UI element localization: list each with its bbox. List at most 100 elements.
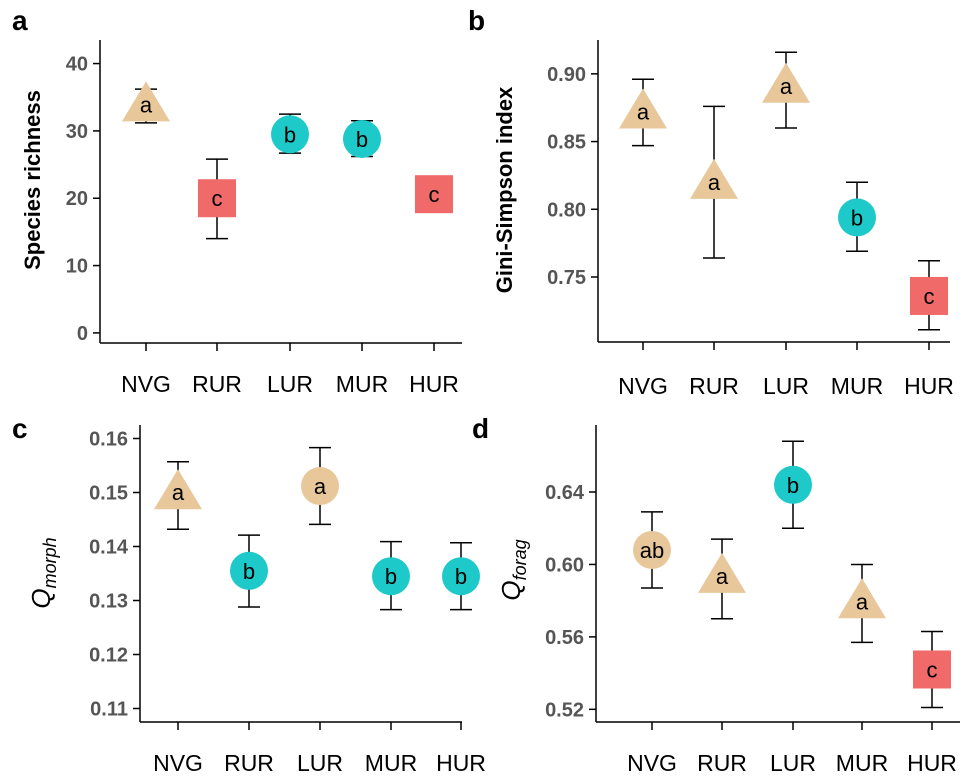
significance-letter: b <box>243 559 255 584</box>
circle-marker <box>372 557 410 596</box>
x-tick-label: LUR <box>770 750 816 776</box>
panel-letter-a: a <box>12 5 28 36</box>
data-point-lur: a <box>762 51 810 129</box>
data-point-nvg: a <box>619 78 667 147</box>
x-tick-label: LUR <box>267 371 313 397</box>
y-tick-label: 0.12 <box>89 645 128 667</box>
y-axis-label: Species richness <box>20 90 45 270</box>
triangle-marker <box>154 469 202 510</box>
data-point-nvg: a <box>122 81 170 124</box>
y-axis-label: Qmorph <box>26 537 60 608</box>
significance-letter: b <box>851 205 863 230</box>
x-tick-label: MUR <box>336 371 388 397</box>
circle-marker <box>343 119 381 158</box>
data-point-rur: c <box>198 158 236 240</box>
y-tick-label: 40 <box>66 54 88 76</box>
x-tick-label: HUR <box>904 373 954 399</box>
y-tick-label: 0.56 <box>545 627 584 649</box>
y-tick-label: 0.15 <box>89 483 128 505</box>
data-point-lur: b <box>774 440 812 529</box>
significance-letter: a <box>314 474 327 499</box>
significance-letter: c <box>429 182 440 207</box>
panel-letter-c: c <box>12 413 28 444</box>
y-tick-label: 0.85 <box>547 132 586 154</box>
significance-letter: c <box>927 657 938 682</box>
significance-letter: a <box>140 92 153 117</box>
data-point-rur: a <box>690 105 738 259</box>
data-point-lur: b <box>271 113 309 154</box>
y-tick-label: 0.60 <box>545 554 584 576</box>
panel-letter-d: d <box>472 413 489 444</box>
x-tick-label: MUR <box>365 750 417 776</box>
significance-letter: a <box>637 99 650 124</box>
significance-letter: b <box>455 564 467 589</box>
x-tick-label: HUR <box>436 750 486 776</box>
square-marker <box>910 276 948 315</box>
circle-marker <box>774 465 812 504</box>
panel-a: 0 10 20 30 40 NVG RUR LUR MUR HUR Species richness… <box>20 40 462 397</box>
significance-letter: ab <box>640 538 664 563</box>
data-point-lur: a <box>301 446 339 526</box>
x-tick-label: RUR <box>689 373 739 399</box>
triangle-marker <box>762 62 810 103</box>
data-point-hur: c <box>910 259 948 331</box>
x-tick-label: RUR <box>697 750 747 776</box>
circle-marker <box>838 198 876 237</box>
significance-letter: c <box>924 284 935 309</box>
data-point-rur: b <box>230 534 268 608</box>
y-tick-label: 0.11 <box>90 699 128 721</box>
y-tick-label: 0.16 <box>89 429 128 451</box>
significance-letter: b <box>787 473 799 498</box>
y-tick-label: 0.80 <box>547 199 586 221</box>
y-axis-label-subscript: forag <box>510 539 530 580</box>
y-tick-label: 0.52 <box>545 699 584 721</box>
significance-letter: b <box>356 127 368 152</box>
significance-letter: a <box>172 480 185 505</box>
x-tick-label: NVG <box>627 750 677 776</box>
data-point-nvg: a <box>154 460 202 530</box>
y-tick-label: 30 <box>66 121 88 143</box>
data-point-mur: a <box>838 563 886 644</box>
x-tick-label: LUR <box>297 750 343 776</box>
x-tick-label: NVG <box>618 373 668 399</box>
data-point-mur: b <box>343 119 381 158</box>
data-point-rur: a <box>698 538 746 620</box>
circle-marker <box>230 551 268 590</box>
significance-letter: c <box>212 186 223 211</box>
y-tick-label: 0.64 <box>545 482 585 504</box>
x-tick-label: NVG <box>121 371 171 397</box>
x-tick-label: RUR <box>224 750 274 776</box>
circle-marker <box>442 557 480 596</box>
y-tick-label: 10 <box>66 256 88 278</box>
y-tick-label: 0.13 <box>89 591 128 613</box>
square-marker <box>913 650 951 689</box>
y-tick-label: 0.14 <box>89 537 129 559</box>
x-tick-label: MUR <box>836 750 888 776</box>
x-tick-label: HUR <box>409 371 459 397</box>
triangle-marker <box>619 88 667 129</box>
significance-letter: a <box>780 74 793 99</box>
panel-b: 0.75 0.80 0.85 0.90 NVG RUR LUR MUR HUR Gini-Simp… <box>492 40 954 399</box>
x-tick-label: LUR <box>763 373 809 399</box>
y-tick-label: 0 <box>77 323 88 345</box>
significance-letter: a <box>708 170 721 195</box>
circle-marker <box>301 467 339 506</box>
y-tick-label: 20 <box>66 188 88 210</box>
x-tick-label: NVG <box>153 750 203 776</box>
y-tick-label: 0.75 <box>547 267 586 289</box>
data-point-hur: b <box>442 541 480 611</box>
data-point-mur: b <box>372 540 410 611</box>
significance-letter: b <box>284 122 296 147</box>
x-tick-label: MUR <box>831 373 883 399</box>
panel-c: 0.11 0.12 0.13 0.14 0.15 0.16 NVG RUR LUR MUR HUR Q… <box>26 425 486 776</box>
data-point-hur: c <box>415 175 453 214</box>
triangle-marker <box>690 158 738 199</box>
square-marker <box>198 179 236 218</box>
triangle-marker <box>698 552 746 593</box>
data-point-mur: b <box>838 181 876 253</box>
significance-letter: a <box>716 564 729 589</box>
y-axis-label-subscript: morph <box>40 537 60 588</box>
y-tick-label: 0.90 <box>547 64 586 86</box>
